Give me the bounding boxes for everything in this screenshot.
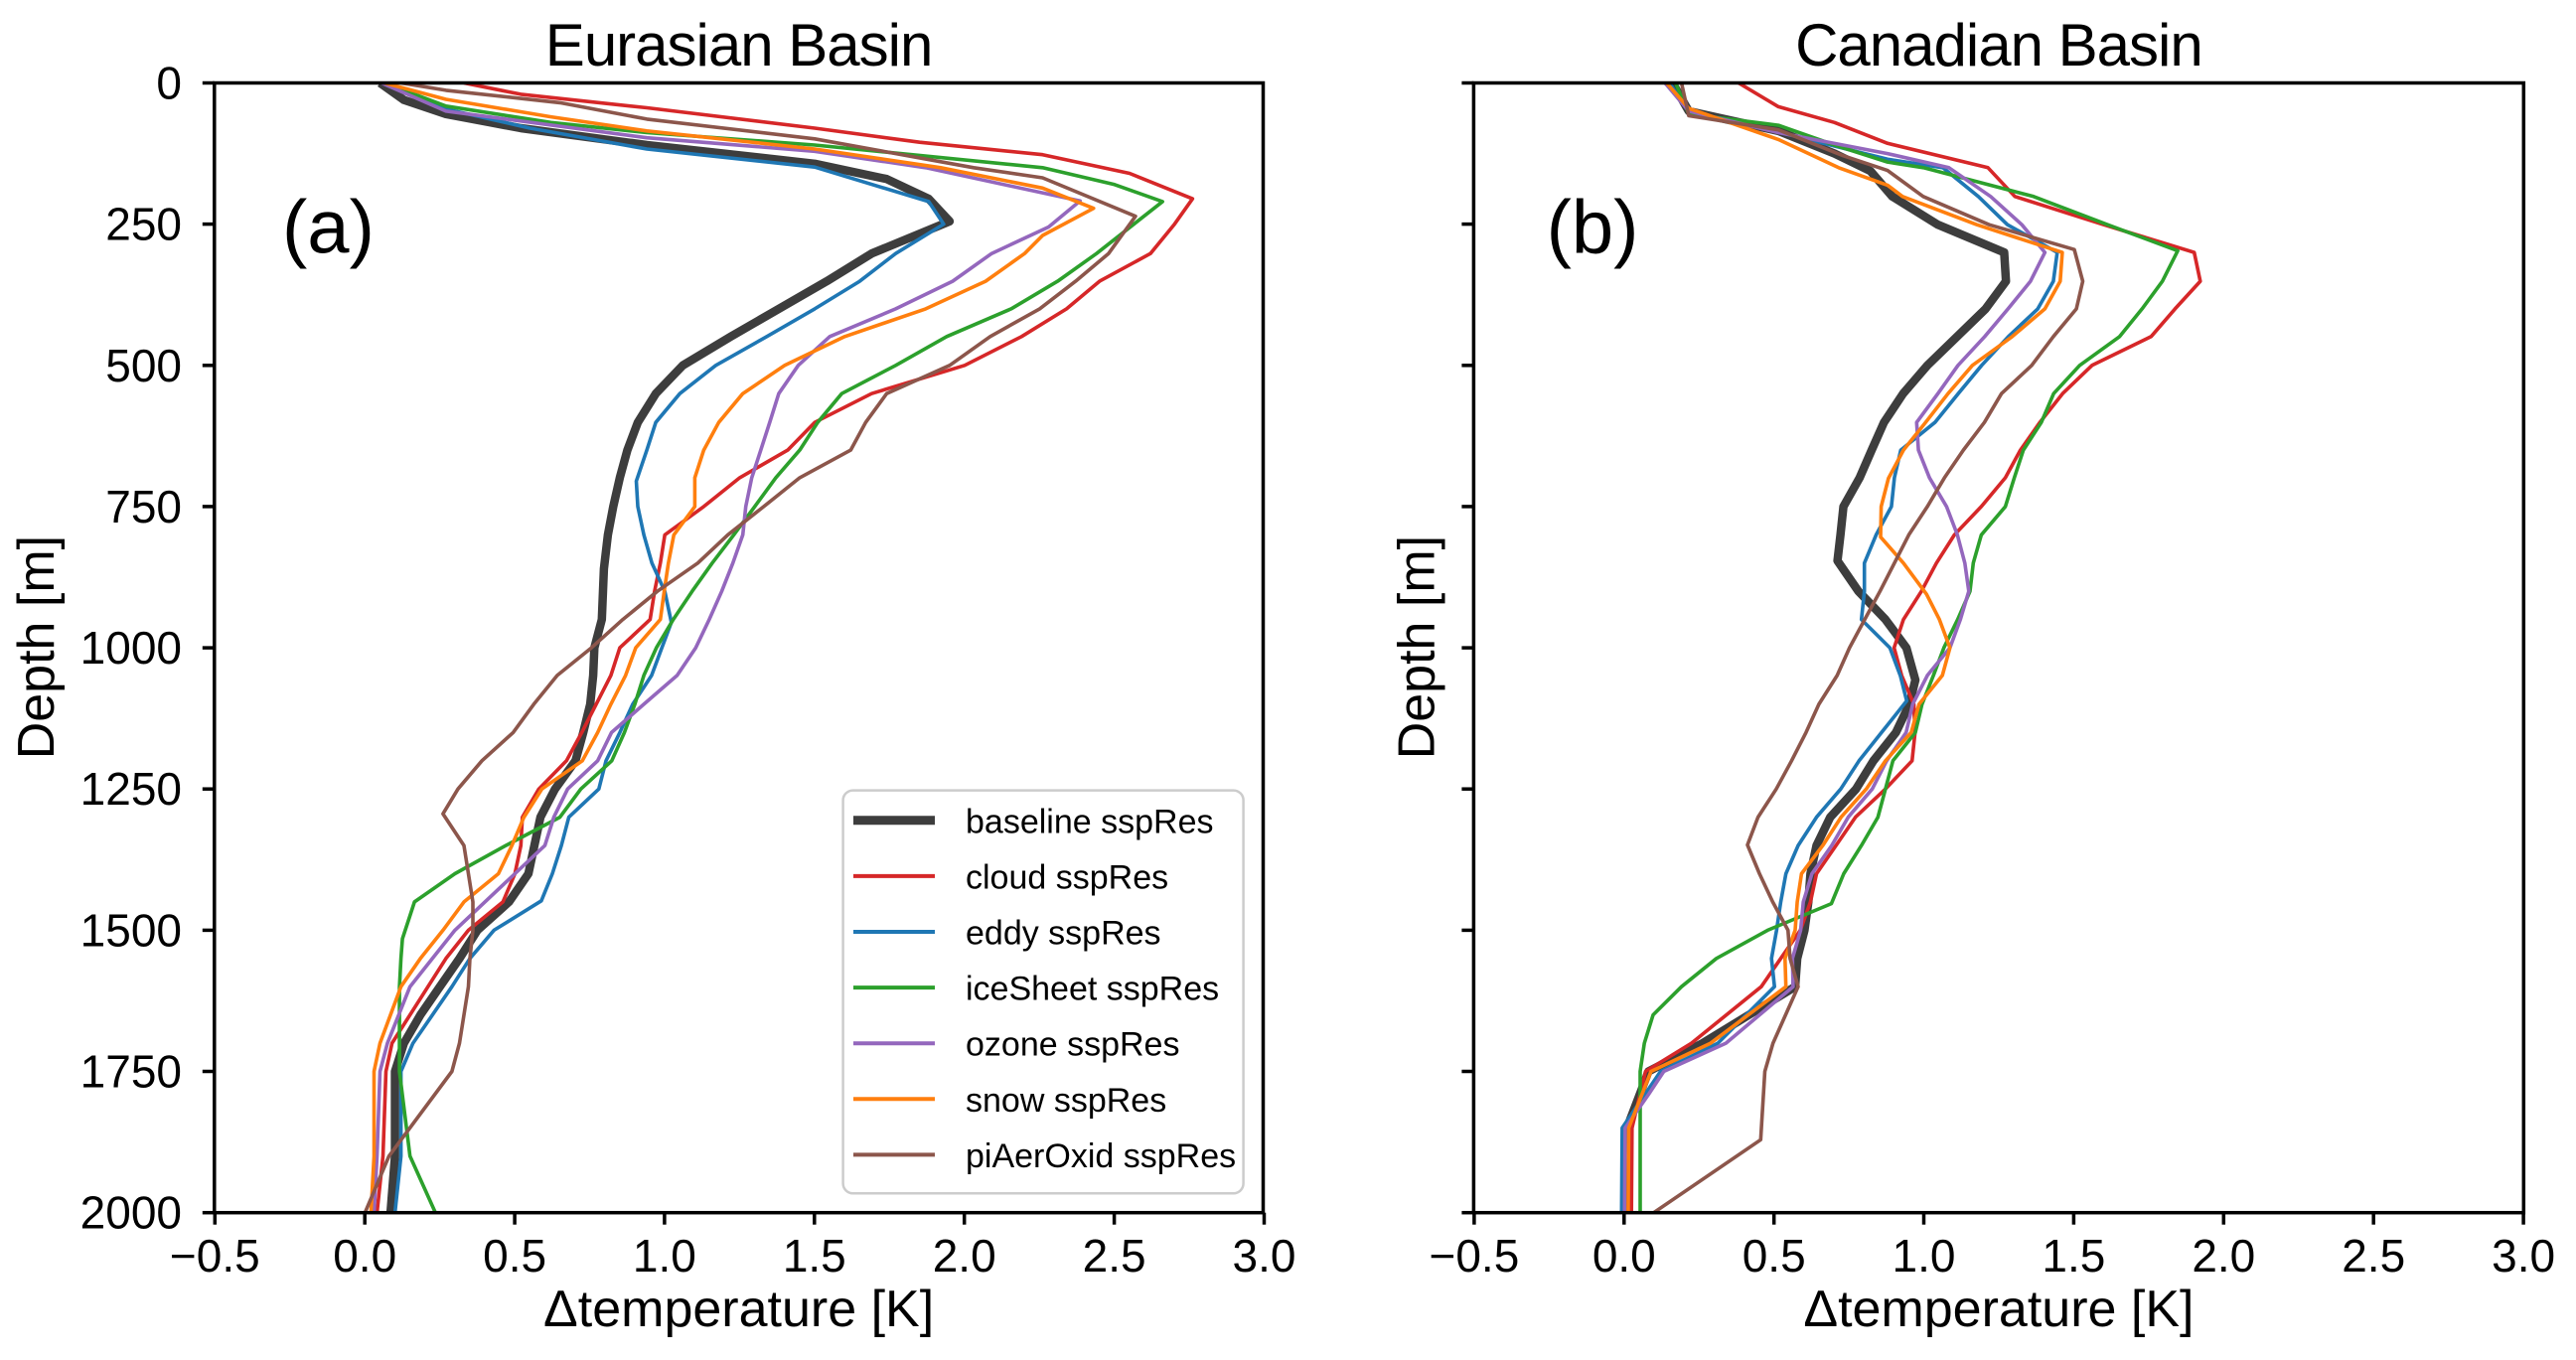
svg-text:250: 250	[105, 199, 182, 250]
svg-text:1.0: 1.0	[633, 1230, 696, 1282]
svg-text:1750: 1750	[80, 1046, 182, 1098]
svg-text:−0.5: −0.5	[170, 1230, 260, 1282]
svg-text:2.5: 2.5	[1083, 1230, 1146, 1282]
svg-text:1250: 1250	[80, 763, 182, 815]
svg-text:eddy sspRes: eddy sspRes	[966, 915, 1161, 953]
svg-text:(b): (b)	[1547, 186, 1639, 270]
svg-text:−0.5: −0.5	[1429, 1230, 1519, 1282]
svg-text:0.5: 0.5	[1743, 1230, 1806, 1282]
svg-text:1.5: 1.5	[2042, 1230, 2105, 1282]
svg-text:3.0: 3.0	[1233, 1230, 1296, 1282]
svg-text:3.0: 3.0	[2492, 1230, 2555, 1282]
svg-text:2.0: 2.0	[2192, 1230, 2255, 1282]
svg-text:ozone sspRes: ozone sspRes	[966, 1026, 1179, 1064]
svg-text:Depth [m]: Depth [m]	[8, 535, 66, 759]
svg-text:1500: 1500	[80, 904, 182, 956]
svg-text:(a): (a)	[282, 186, 375, 270]
svg-text:Δtemperature [K]: Δtemperature [K]	[1803, 1281, 2194, 1338]
svg-text:0.5: 0.5	[483, 1230, 546, 1282]
svg-text:1.0: 1.0	[1893, 1230, 1956, 1282]
svg-text:0.0: 0.0	[1592, 1230, 1656, 1282]
svg-text:2.0: 2.0	[933, 1230, 996, 1282]
svg-text:piAerOxid sspRes: piAerOxid sspRes	[966, 1137, 1236, 1175]
svg-text:snow sspRes: snow sspRes	[966, 1082, 1166, 1120]
svg-text:0: 0	[156, 58, 182, 109]
svg-text:0.0: 0.0	[333, 1230, 396, 1282]
svg-text:iceSheet sspRes: iceSheet sspRes	[966, 971, 1219, 1008]
svg-text:Canadian Basin: Canadian Basin	[1795, 12, 2202, 78]
svg-text:2.5: 2.5	[2342, 1230, 2405, 1282]
svg-text:750: 750	[105, 481, 182, 532]
svg-text:Δtemperature [K]: Δtemperature [K]	[543, 1281, 934, 1338]
svg-text:Eurasian Basin: Eurasian Basin	[545, 12, 933, 78]
svg-text:500: 500	[105, 340, 182, 391]
svg-text:1.5: 1.5	[783, 1230, 846, 1282]
svg-text:2000: 2000	[80, 1187, 182, 1239]
svg-text:1000: 1000	[80, 622, 182, 674]
svg-text:Depth [m]: Depth [m]	[1389, 535, 1446, 759]
svg-text:cloud sspRes: cloud sspRes	[966, 858, 1168, 896]
svg-text:baseline sspRes: baseline sspRes	[966, 803, 1213, 840]
